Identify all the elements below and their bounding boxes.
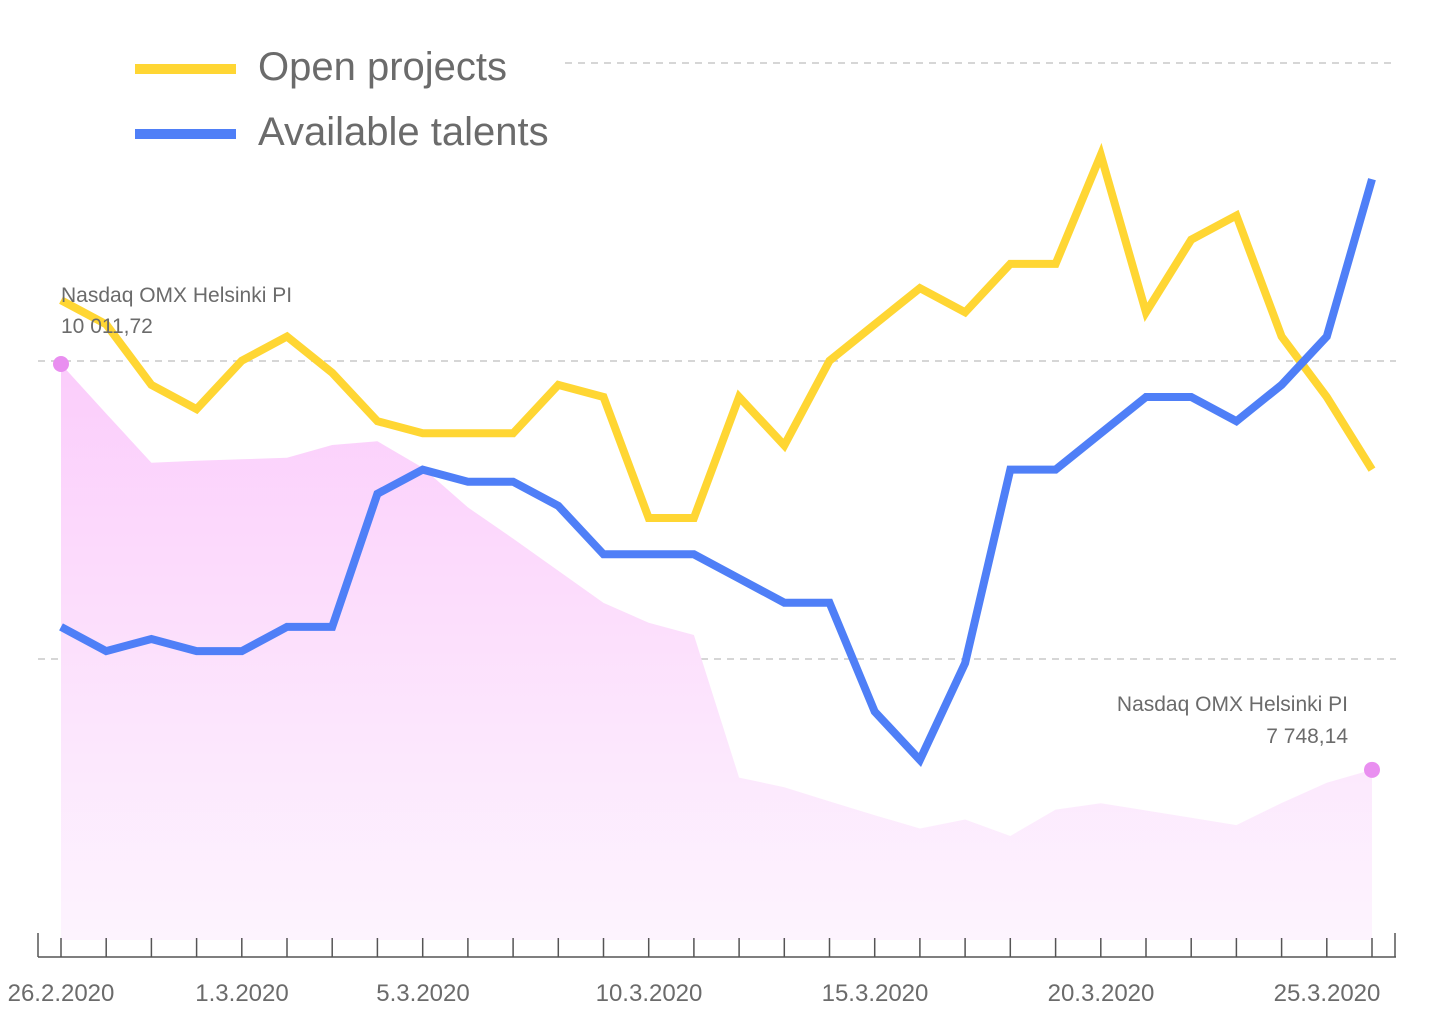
legend-label-open-projects: Open projects xyxy=(258,45,507,89)
x-axis-tick-labels: 26.2.2020 1.3.2020 5.3.2020 10.3.2020 15… xyxy=(8,980,1381,1007)
tick-label: 5.3.2020 xyxy=(376,980,469,1007)
tick-label: 10.3.2020 xyxy=(596,980,703,1007)
tick-label: 25.3.2020 xyxy=(1274,980,1381,1007)
legend: Open projects Available talents xyxy=(135,45,549,154)
tick-label: 15.3.2020 xyxy=(822,980,929,1007)
nasdaq-area xyxy=(61,364,1372,940)
tick-label: 20.3.2020 xyxy=(1048,980,1155,1007)
open-projects-line xyxy=(59,142,1376,522)
annotation-start-label: Nasdaq OMX Helsinki PI xyxy=(61,284,292,307)
annotation-start-value: 10 011,72 xyxy=(61,315,153,338)
tick-label: 1.3.2020 xyxy=(195,980,288,1007)
annotation-end: Nasdaq OMX Helsinki PI 7 748,14 xyxy=(1117,693,1380,778)
annotation-start-marker xyxy=(53,356,69,372)
tick-label: 26.2.2020 xyxy=(8,980,115,1007)
annotation-end-value: 7 748,14 xyxy=(1266,725,1348,748)
legend-label-available-talents: Available talents xyxy=(258,110,549,154)
annotation-end-label: Nasdaq OMX Helsinki PI xyxy=(1117,693,1348,716)
available-talents-line xyxy=(59,178,1376,768)
annotation-start: Nasdaq OMX Helsinki PI 10 011,72 xyxy=(53,284,292,372)
annotation-end-marker xyxy=(1364,761,1380,778)
x-axis-ticks xyxy=(37,933,1396,957)
